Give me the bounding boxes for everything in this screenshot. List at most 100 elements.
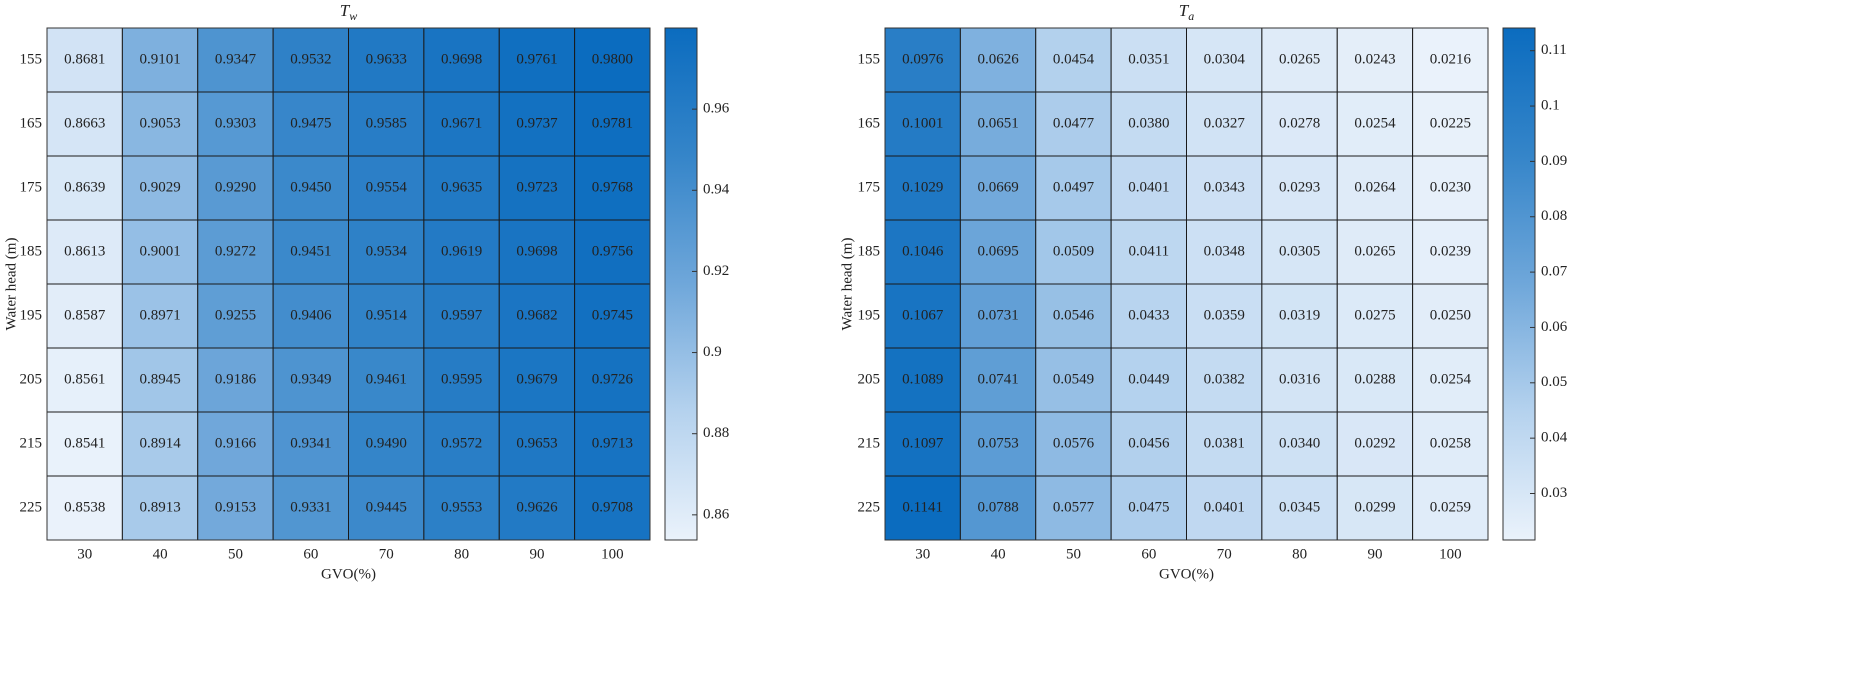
colorbar-tick-label: 0.04	[1541, 430, 1568, 446]
cell-label: 0.9768	[592, 179, 633, 195]
cell-label: 0.0454	[1053, 51, 1095, 67]
colorbar-tick-label: 0.07	[1541, 264, 1568, 280]
cell-label: 0.9635	[441, 179, 482, 195]
cell-label: 0.9101	[139, 51, 180, 67]
x-tick-label: 50	[1066, 546, 1081, 562]
y-tick-label: 185	[858, 243, 881, 259]
y-tick-label: 225	[20, 499, 43, 515]
cell-label: 0.9461	[366, 371, 407, 387]
y-tick-label: 175	[858, 179, 881, 195]
heatmap-cell	[1261, 283, 1338, 349]
cell-label: 0.1141	[902, 499, 943, 515]
heatmap-cell	[197, 155, 274, 221]
colorbar-tick-label: 0.9	[703, 344, 722, 360]
heatmap-cell	[959, 155, 1037, 221]
heatmap-cell	[272, 155, 349, 221]
cell-label: 0.9255	[215, 307, 256, 323]
x-axis-label: GVO(%)	[321, 566, 376, 582]
colorbar-tick-label: 0.06	[1541, 319, 1568, 335]
cell-label: 0.9761	[516, 51, 557, 67]
cell-label: 0.0449	[1128, 371, 1169, 387]
cell-label: 0.0216	[1430, 51, 1472, 67]
heatmap-cell	[574, 219, 651, 285]
x-tick-label: 60	[1141, 546, 1156, 562]
cell-label: 0.0225	[1430, 115, 1471, 131]
y-tick-label: 175	[20, 179, 43, 195]
heatmap-cell	[272, 283, 349, 349]
cell-label: 0.0509	[1053, 243, 1094, 259]
cell-label: 0.0381	[1204, 435, 1245, 451]
x-tick-label: 60	[303, 546, 318, 562]
cell-label: 0.0250	[1430, 307, 1471, 323]
cell-label: 0.0411	[1128, 243, 1169, 259]
heatmap-cell	[574, 27, 651, 93]
y-tick-label: 165	[858, 115, 881, 131]
cell-label: 0.0651	[977, 115, 1018, 131]
cell-label: 0.9713	[592, 435, 633, 451]
cell-label: 0.0695	[977, 243, 1018, 259]
heatmap-cell	[348, 155, 425, 221]
cell-label: 0.0497	[1053, 179, 1095, 195]
x-tick-label: 50	[228, 546, 243, 562]
cell-label: 0.8613	[64, 243, 105, 259]
heatmap-cell	[1336, 411, 1414, 477]
cell-label: 0.0359	[1204, 307, 1245, 323]
cell-label: 0.0239	[1430, 243, 1471, 259]
heatmap-cell	[1186, 91, 1263, 157]
heatmap-cell	[1035, 347, 1112, 413]
heatmap-cell	[884, 91, 961, 157]
heatmap-cell	[272, 91, 349, 157]
cell-label: 0.0433	[1128, 307, 1169, 323]
heatmap-cell	[348, 411, 425, 477]
cell-label: 0.9653	[516, 435, 557, 451]
heatmap-cell	[1186, 283, 1263, 349]
cell-label: 0.0305	[1279, 243, 1320, 259]
heatmap-cell	[1336, 155, 1414, 221]
cell-label: 0.9347	[215, 51, 257, 67]
cell-label: 0.9331	[290, 499, 331, 515]
heatmap-cell	[197, 283, 274, 349]
heatmap-cell	[1186, 411, 1263, 477]
heatmap-cell	[1412, 475, 1489, 541]
cell-label: 0.0319	[1279, 307, 1320, 323]
heatmap-cell	[959, 411, 1037, 477]
colorbar-tick-label: 0.05	[1541, 374, 1567, 390]
y-tick-label: 215	[858, 435, 881, 451]
cell-label: 0.8663	[64, 115, 105, 131]
heatmap-cell	[884, 155, 961, 221]
heatmap-cell	[1035, 27, 1112, 93]
heatmap-cell	[423, 219, 500, 285]
x-tick-label: 90	[529, 546, 544, 562]
colorbar-tick-label: 0.96	[703, 101, 730, 117]
heatmap-cell	[348, 219, 425, 285]
cell-label: 0.0265	[1279, 51, 1320, 67]
cell-label: 0.0340	[1279, 435, 1320, 451]
cell-label: 0.0254	[1354, 115, 1396, 131]
heatmap-cell	[1110, 411, 1187, 477]
heatmap-cell	[884, 283, 961, 349]
heatmap-cell	[498, 347, 576, 413]
heatmap-cell	[121, 219, 199, 285]
cell-label: 0.9514	[366, 307, 408, 323]
y-tick-label: 205	[858, 371, 881, 387]
y-tick-label: 205	[20, 371, 43, 387]
cell-label: 0.0345	[1279, 499, 1320, 515]
heatmap-cell	[1261, 347, 1338, 413]
heatmap-cell	[574, 91, 651, 157]
heatmap-cell	[1110, 155, 1187, 221]
cell-label: 0.9619	[441, 243, 482, 259]
cell-label: 0.8639	[64, 179, 105, 195]
heatmap-cell	[46, 155, 123, 221]
chart-title: Tw	[340, 1, 357, 23]
cell-label: 0.0477	[1053, 115, 1095, 131]
heatmap-cell	[1110, 91, 1187, 157]
cell-label: 0.0243	[1354, 51, 1395, 67]
x-tick-label: 90	[1367, 546, 1382, 562]
cell-label: 0.9585	[366, 115, 407, 131]
heatmap-cell	[1186, 347, 1263, 413]
plot-frame	[46, 27, 651, 541]
cell-label: 0.0976	[902, 51, 944, 67]
heatmap-cell	[1336, 219, 1414, 285]
cell-label: 0.0343	[1204, 179, 1245, 195]
heatmap-cell	[121, 155, 199, 221]
